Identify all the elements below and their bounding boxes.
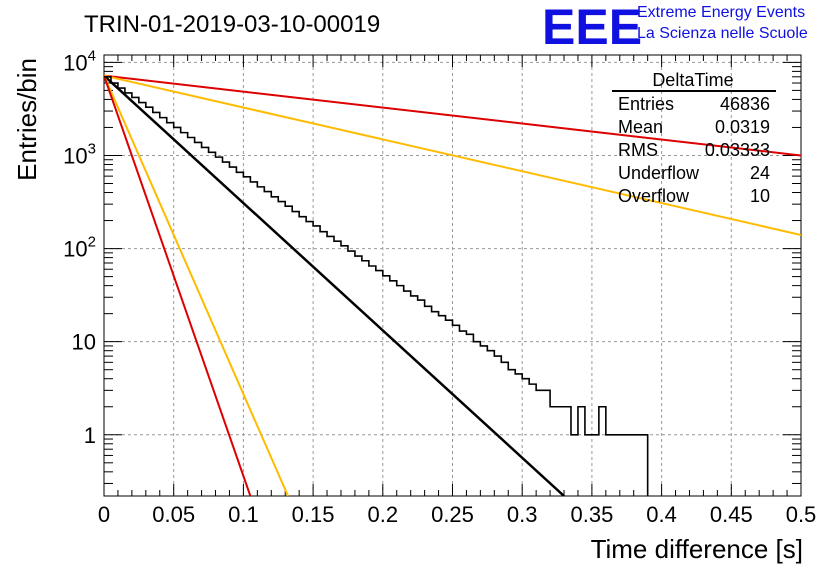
y-tick-base: 1: [84, 423, 96, 448]
x-tick-label: 0.3: [507, 502, 538, 527]
x-tick-label: 0.35: [570, 502, 613, 527]
stats-label: RMS: [618, 140, 658, 160]
y-tick-base: 10: [63, 143, 87, 168]
y-axis-title: Entries/bin: [12, 58, 42, 181]
fit-line: [104, 75, 289, 496]
x-axis-title: Time difference [s]: [591, 534, 803, 564]
fit-line: [104, 74, 801, 157]
y-tick-base: 10: [72, 330, 96, 355]
stats-label: Underflow: [618, 163, 700, 183]
x-tick-label: 0.25: [431, 502, 474, 527]
stats-value: 0.03333: [705, 140, 770, 160]
x-tick-label: 0.2: [368, 502, 399, 527]
fit-line: [104, 74, 565, 496]
x-tick-label: 0.1: [228, 502, 259, 527]
fit-line: [104, 75, 252, 496]
stats-value: 10: [750, 186, 770, 206]
y-tick-label: 1: [84, 423, 96, 448]
histogram: [104, 75, 649, 496]
x-tick-label: 0.05: [152, 502, 195, 527]
y-tick-label: 104: [63, 47, 96, 75]
y-tick-label: 102: [63, 234, 96, 262]
axis-ticks: [103, 55, 802, 496]
y-tick-base: 10: [63, 50, 87, 75]
y-tick-exponent: 2: [88, 234, 96, 251]
x-tick-label: 0.45: [710, 502, 753, 527]
logo-tagline-1: Extreme Energy Events: [637, 4, 805, 21]
x-tick-label: 0.15: [292, 502, 335, 527]
run-title: TRIN-01-2019-03-10-00019: [84, 11, 380, 38]
stats-label: Overflow: [618, 186, 690, 206]
stats-title: DeltaTime: [652, 70, 733, 90]
fit-lines: [104, 74, 801, 496]
stats-box: DeltaTime Entries 46836 Mean 0.0319 RMS 0.033…: [612, 70, 776, 206]
stats-value: 0.0319: [715, 117, 770, 137]
stats-rows: Entries 46836 Mean 0.0319 RMS 0.03333Underflo…: [618, 94, 770, 206]
fit-line: [104, 74, 801, 236]
y-tick-base: 10: [63, 237, 87, 262]
x-tick-labels: 0 0.05 0.1 0.15 0.2 0.25 0.3 0.35 0.4 0.45 0.5: [98, 502, 816, 527]
x-tick-label: 0.4: [646, 502, 677, 527]
x-tick-label: 0.5: [786, 502, 817, 527]
stats-label: Entries: [618, 94, 674, 114]
stats-value: 46836: [720, 94, 770, 114]
y-tick-exponent: 4: [88, 47, 96, 64]
y-tick-label: 10: [72, 330, 96, 355]
histogram-outline: [104, 75, 649, 496]
logo-tagline-2: La Scienza nelle Scuole: [637, 25, 808, 42]
stats-label: Mean: [618, 117, 663, 137]
y-tick-exponent: 3: [88, 140, 96, 157]
stats-value: 24: [750, 163, 770, 183]
eee-logo: EEE: [542, 0, 642, 55]
x-tick-label: 0: [98, 502, 110, 527]
y-tick-label: 103: [63, 140, 96, 168]
